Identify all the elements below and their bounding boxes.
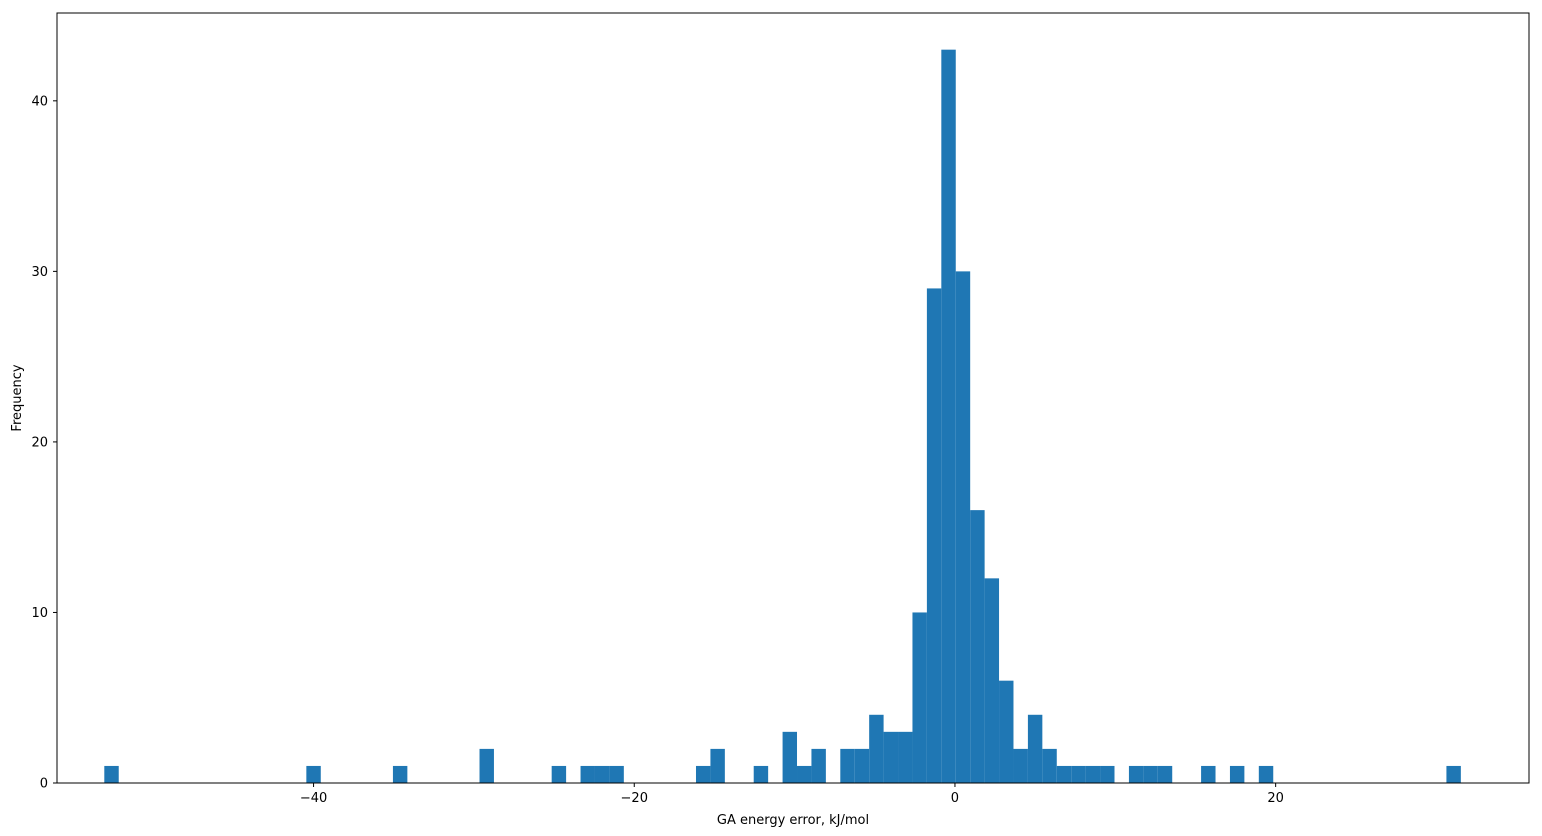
bars-group	[104, 49, 1461, 783]
y-tick-label: 0	[40, 777, 48, 792]
histogram-bar	[479, 748, 494, 783]
histogram-bar	[1013, 748, 1028, 783]
histogram-bar	[912, 612, 927, 783]
histogram-bar	[898, 731, 913, 783]
y-tick-label: 20	[31, 435, 48, 450]
x-tick-label: 0	[951, 791, 959, 806]
histogram-bar	[1128, 765, 1144, 783]
histogram-bar	[854, 748, 870, 783]
x-tick-label: −40	[300, 791, 327, 806]
y-axis-ticks: 0 10 20 30 40	[31, 94, 57, 792]
histogram-bar	[970, 510, 985, 783]
histogram-bar	[580, 765, 595, 783]
histogram-bar	[594, 765, 610, 783]
y-axis-label: Frequency	[10, 364, 25, 431]
y-tick-label: 40	[31, 94, 48, 109]
histogram-bar	[941, 49, 956, 783]
histogram-bar	[1085, 765, 1101, 783]
histogram-bar	[1143, 765, 1158, 783]
histogram-bar	[1229, 765, 1245, 783]
histogram-bar	[1042, 748, 1057, 783]
histogram-bar	[782, 731, 798, 783]
histogram-bar	[1027, 714, 1043, 783]
histogram-bar	[753, 765, 769, 783]
plot-frame	[56, 12, 1530, 784]
histogram-bar	[306, 765, 321, 783]
histogram-bar	[1201, 765, 1216, 783]
histogram-bar	[609, 765, 624, 783]
histogram-bar	[999, 680, 1014, 783]
histogram-bar	[104, 765, 119, 783]
histogram-bar	[551, 765, 567, 783]
x-axis-ticks: −40 −20 0 20	[300, 783, 1284, 806]
histogram-bar	[695, 765, 711, 783]
histogram-bar	[392, 765, 408, 783]
histogram-bar	[710, 748, 725, 783]
histogram-bar	[1056, 765, 1072, 783]
histogram-bar	[926, 288, 942, 783]
histogram-bar	[869, 714, 884, 783]
y-tick-label: 10	[31, 606, 48, 621]
histogram-bar	[1071, 765, 1086, 783]
y-tick-label: 30	[31, 265, 48, 280]
histogram-bar	[1258, 765, 1274, 783]
histogram-bar	[984, 578, 1000, 783]
histogram-bar	[1157, 765, 1173, 783]
x-tick-label: 20	[1267, 791, 1284, 806]
histogram-bar	[811, 748, 826, 783]
histogram-bar	[955, 271, 971, 783]
histogram-bar	[840, 748, 855, 783]
histogram-bar	[797, 765, 812, 783]
histogram-bar	[1446, 765, 1461, 783]
x-tick-label: −20	[621, 791, 648, 806]
histogram-bar	[883, 731, 899, 783]
x-axis-label: GA energy error, kJ/mol	[717, 813, 869, 828]
histogram-bar	[1100, 765, 1115, 783]
